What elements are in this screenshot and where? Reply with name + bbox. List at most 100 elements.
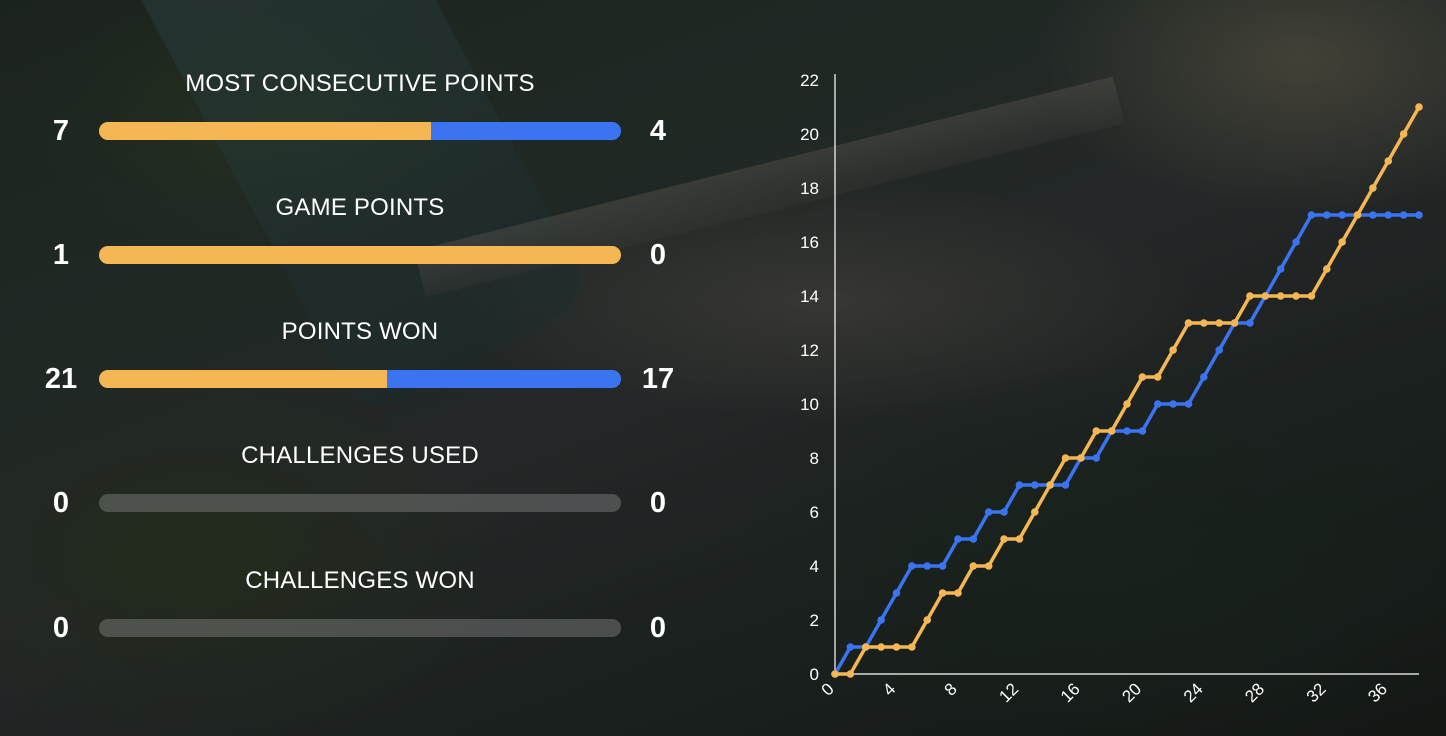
series-1-point: [1200, 373, 1208, 381]
series-1-point: [984, 508, 993, 516]
series-2-point: [1169, 346, 1177, 354]
x-tick-label: 12: [995, 679, 1022, 706]
series-1-point: [1276, 265, 1285, 273]
x-tick-label: 36: [1364, 679, 1391, 706]
series-2-point: [1000, 535, 1008, 543]
series-2-point: [1030, 508, 1039, 516]
stat-row: 21 17: [30, 361, 700, 397]
series-1-point: [1061, 481, 1070, 489]
series-2-point: [1246, 292, 1254, 300]
stat-bar-left-fill: [99, 370, 388, 388]
stat-bar: [99, 370, 621, 388]
stat-bar-right-fill: [387, 370, 621, 388]
x-tick-label: 16: [1057, 679, 1084, 706]
series-1-point: [1292, 238, 1300, 246]
x-tick-label: 0: [818, 679, 838, 699]
stat-bar-left-fill: [99, 246, 621, 264]
series-1-point: [1184, 400, 1193, 408]
series-1-point: [1030, 481, 1039, 489]
series-1-point: [892, 589, 901, 597]
series-2-point: [1415, 103, 1423, 111]
series-2-point: [1384, 157, 1393, 165]
series-2-point: [908, 643, 916, 651]
stat-title: POINTS WON: [281, 318, 439, 345]
series-2-line: [833, 105, 1421, 676]
series-1-point: [1384, 211, 1393, 219]
series-2-point: [1046, 481, 1054, 489]
series-1-point: [1307, 211, 1316, 219]
stat-right-value: 0: [649, 487, 667, 519]
y-tick-label: 0: [810, 665, 819, 684]
y-tick-label: 22: [800, 71, 819, 90]
stat-left-value: 21: [44, 363, 78, 395]
series-1-point: [1215, 346, 1224, 354]
series-2-point: [1184, 319, 1193, 327]
series-1-point: [1092, 454, 1101, 462]
series-2-point: [1215, 319, 1224, 327]
x-tick-label: 24: [1180, 679, 1207, 706]
series-1-point: [1399, 211, 1408, 219]
y-tick-label: 20: [800, 125, 819, 144]
y-tick-label: 12: [800, 341, 819, 360]
series-2-point: [1338, 238, 1346, 246]
stat-bar: [99, 619, 621, 637]
series-2-point: [969, 562, 978, 570]
series-2-point: [1261, 292, 1270, 300]
stat-bar-left-fill: [99, 122, 432, 140]
y-tick-label: 2: [810, 611, 819, 630]
stat-left-value: 0: [52, 487, 70, 519]
stat-left-value: 7: [52, 115, 70, 147]
stat-bar-right-fill: [431, 122, 621, 140]
y-tick-label: 8: [810, 449, 819, 468]
series-1-point: [1246, 319, 1254, 327]
series-2-point: [892, 643, 901, 651]
series-1-point: [1169, 400, 1177, 408]
y-tick-label: 18: [800, 179, 819, 198]
x-tick-label: 32: [1303, 679, 1330, 706]
x-tick-label: 28: [1241, 679, 1268, 706]
series-2-point: [1353, 211, 1362, 219]
series-2-point: [1200, 319, 1208, 327]
series-1-point: [846, 643, 855, 651]
series-2-point: [954, 589, 962, 597]
series-2-point: [831, 670, 839, 678]
series-2-point: [846, 670, 855, 678]
series-2-point: [1092, 427, 1101, 435]
stat-left-value: 1: [52, 239, 70, 271]
stat-title: CHALLENGES WON: [245, 567, 475, 594]
stat-right-value: 0: [649, 239, 667, 271]
series-2-point: [1369, 184, 1377, 192]
series-1-point: [1338, 211, 1346, 219]
stat-bar: [99, 494, 621, 512]
series-1-point: [877, 616, 885, 624]
y-tick-label: 4: [810, 557, 819, 576]
series-1-point: [1138, 427, 1147, 435]
series-2-point: [1123, 400, 1131, 408]
stat-right-value: 4: [649, 115, 667, 147]
series-1-line: [833, 213, 1421, 676]
y-tick-label: 14: [800, 287, 819, 306]
series-1-point: [1000, 508, 1008, 516]
x-tick-label: 20: [1118, 679, 1145, 706]
series-1-point: [1415, 211, 1423, 219]
series-2-point: [1153, 373, 1162, 381]
series-2-point: [1077, 454, 1085, 462]
series-1-point: [938, 562, 947, 570]
series-1-point: [1153, 400, 1162, 408]
series-1-point: [969, 535, 978, 543]
stat-left-value: 0: [52, 612, 70, 644]
series-1-point: [1322, 211, 1331, 219]
series-2-point: [1307, 292, 1316, 300]
series-2-point: [1107, 427, 1116, 435]
series-2-point: [1399, 130, 1408, 138]
series-2-point: [1276, 292, 1285, 300]
stat-right-value: 17: [641, 363, 675, 395]
series-2-point: [938, 589, 947, 597]
series-2-point: [984, 562, 993, 570]
stat-title: CHALLENGES USED: [241, 442, 479, 469]
